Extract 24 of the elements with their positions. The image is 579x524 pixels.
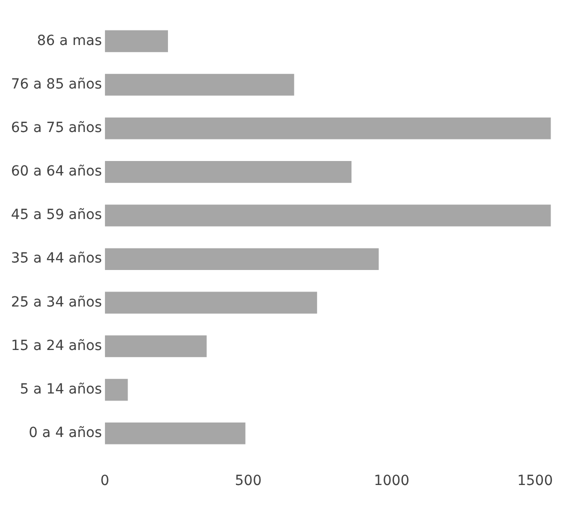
- y-tick-label: 86 a mas: [37, 32, 102, 49]
- x-tick-label: 1500: [517, 473, 553, 490]
- y-tick-label: 76 a 85 años: [10, 76, 102, 92]
- y-tick-label: 45 a 59 años: [10, 207, 102, 224]
- y-tick-label: 0 a 4 años: [28, 425, 102, 442]
- y-tick-label: 5 a 14 años: [20, 381, 102, 398]
- bar: [104, 292, 318, 314]
- y-tick-label: 25 a 34 años: [10, 294, 102, 310]
- y-tick-label: 15 a 24 años: [10, 338, 102, 354]
- y-tick-label: 60 a 64 años: [10, 164, 102, 180]
- bar: [104, 117, 551, 140]
- bar: [104, 422, 246, 444]
- bar: [104, 335, 207, 358]
- y-tick-label: 65 a 75 años: [10, 120, 102, 136]
- bar: [104, 378, 128, 401]
- bar: [104, 204, 551, 226]
- bar: [104, 161, 352, 183]
- bar: [104, 74, 294, 96]
- x-tick-label: 0: [100, 473, 110, 490]
- y-tick-label: 35 a 44 años: [10, 250, 102, 267]
- x-tick-label: 1000: [374, 473, 410, 490]
- x-tick-label: 500: [234, 473, 262, 490]
- bar: [104, 248, 379, 270]
- bar: [104, 30, 168, 52]
